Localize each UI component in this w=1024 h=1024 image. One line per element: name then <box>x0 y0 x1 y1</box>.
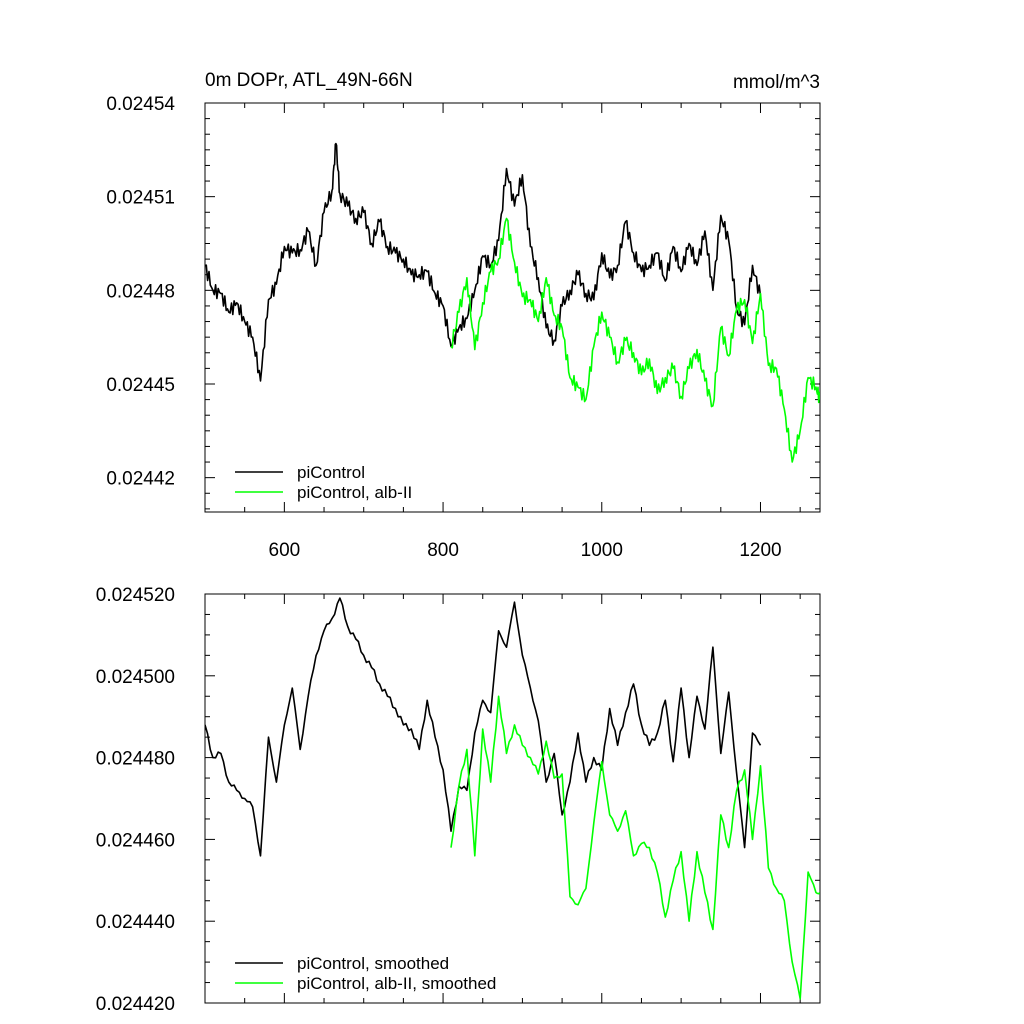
units-label: mmol/m^3 <box>733 72 820 93</box>
x-tick-label: 600 <box>269 540 301 561</box>
series-group <box>205 142 820 463</box>
panel-2: 0.024420 0.024440 0.024460 0.024480 0.024500… <box>96 585 821 1015</box>
y-tick-label: 0.024440 <box>96 912 175 933</box>
y-tick-label: 0.024520 <box>96 585 175 606</box>
y-tick-label: 0.02445 <box>106 375 175 396</box>
series-line-2 <box>450 217 820 463</box>
y-tick-label: 0.02442 <box>106 469 175 490</box>
y-tick-label: 0.02448 <box>106 281 175 302</box>
series-line-1 <box>205 597 762 857</box>
plot-frame <box>204 102 821 513</box>
y-tick-label: 0.02451 <box>106 188 175 209</box>
y-tick-label: 0.024460 <box>96 830 175 851</box>
x-tick-label: 800 <box>427 540 459 561</box>
y-tick-label: 0.024480 <box>96 749 175 770</box>
y-tick-label: 0.024500 <box>96 667 175 688</box>
x-tick-label: 1200 <box>739 540 781 561</box>
legend-label: piControl, alb-II <box>297 483 412 502</box>
series-line-2 <box>450 695 820 1000</box>
series-line-1 <box>205 142 762 382</box>
y-tick-label: 0.02454 <box>106 94 175 115</box>
chart-title: 0m DOPr, ATL_49N-66N <box>205 70 413 91</box>
legend-label: piControl <box>297 463 365 482</box>
plot-frame <box>204 593 821 1004</box>
x-tick-label: 1000 <box>581 540 623 561</box>
series-group <box>205 597 820 1000</box>
panel-1: 600 800 1000 1200 0.02442 0.02445 0.02448 0.024… <box>106 70 821 561</box>
legend-label: piControl, smoothed <box>297 954 449 973</box>
legend-label: piControl, alb-II, smoothed <box>297 974 496 993</box>
y-tick-label: 0.024420 <box>96 994 175 1015</box>
